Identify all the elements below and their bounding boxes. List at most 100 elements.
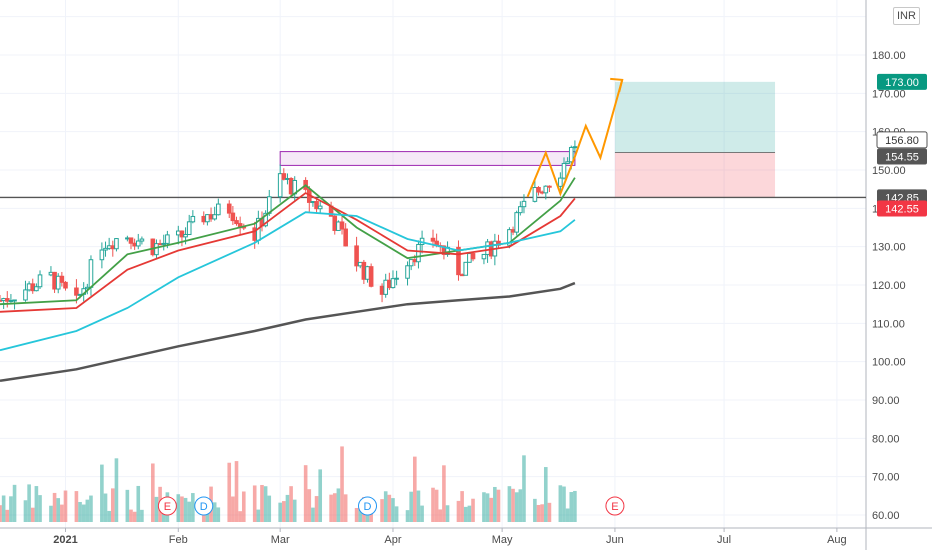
candle-body xyxy=(12,299,17,302)
candle-body xyxy=(481,253,487,260)
ma-line xyxy=(0,281,576,383)
volume-bar xyxy=(496,489,501,522)
volume-bar xyxy=(514,492,519,522)
volume-bar xyxy=(307,489,312,522)
volume-bar xyxy=(1,495,6,522)
volume-bar xyxy=(231,496,235,522)
candle-body xyxy=(467,253,472,263)
volume-bar xyxy=(27,484,31,522)
currency-label[interactable]: INR xyxy=(893,7,920,25)
drawings[interactable] xyxy=(0,81,866,199)
candle-body xyxy=(114,238,119,250)
volume-bar xyxy=(547,502,552,522)
price-tick-label: 150.00 xyxy=(872,165,906,177)
volume-bar xyxy=(332,493,337,522)
volume-bar xyxy=(38,495,42,522)
volume-bar xyxy=(354,507,359,522)
volume-bar xyxy=(416,490,421,522)
price-tag-box xyxy=(877,148,927,165)
volume-bar xyxy=(482,492,486,522)
candle-body xyxy=(561,162,567,179)
candle-body xyxy=(456,246,461,276)
price-tag-label: 154.55 xyxy=(885,152,919,164)
candle-body xyxy=(190,215,196,223)
time-tick-label: Feb xyxy=(169,534,188,546)
volume-bar xyxy=(460,491,464,522)
ma-line xyxy=(0,211,576,352)
event-marker-label: D xyxy=(200,501,208,513)
candle-body xyxy=(30,283,36,292)
volume-bar xyxy=(12,484,17,522)
candle-body xyxy=(88,259,94,288)
candle-body xyxy=(59,275,65,283)
price-axis[interactable]: 60.00 70.00 80.00 90.00 100.00 110.00 120.00 13… xyxy=(872,50,906,522)
volume-bar xyxy=(89,495,93,522)
candle-body xyxy=(343,228,348,247)
candle-body xyxy=(354,245,359,267)
volume-bar xyxy=(289,486,293,522)
candle-body xyxy=(23,289,28,301)
candle-body xyxy=(128,237,134,244)
volume-bar xyxy=(103,493,108,522)
volume-bar xyxy=(489,497,494,522)
volume-bar xyxy=(445,505,450,522)
projection-arrowhead xyxy=(610,77,624,93)
candle-body xyxy=(394,277,399,280)
candle-body xyxy=(568,146,574,163)
price-tick-label: 130.00 xyxy=(872,242,906,254)
volume-bar xyxy=(151,463,155,522)
volume-bar xyxy=(438,509,443,522)
time-tick-label: 2021 xyxy=(53,534,77,546)
event-marker[interactable] xyxy=(358,496,378,516)
volume-bar xyxy=(343,494,348,522)
candle-body xyxy=(201,215,207,223)
candle-body xyxy=(379,285,385,295)
volume-bar xyxy=(507,486,512,522)
volume-bar xyxy=(562,486,566,522)
price-tag-label: 156.80 xyxy=(885,135,919,147)
candle-body xyxy=(485,241,490,255)
volume-bar xyxy=(540,504,544,522)
volume-bar xyxy=(485,493,490,522)
time-tick-label: Aug xyxy=(827,534,847,546)
price-tick-label: 110.00 xyxy=(872,318,905,330)
price-tag-box xyxy=(876,131,928,149)
volume-bar xyxy=(391,498,395,522)
candle-body xyxy=(572,146,578,149)
volume-bar xyxy=(227,462,232,522)
candle-body xyxy=(521,200,527,208)
event-marker[interactable] xyxy=(605,496,625,516)
time-axis[interactable]: 2021 Feb Mar Apr May Jun Jul Aug xyxy=(53,528,847,546)
candle-body xyxy=(357,261,363,267)
candle-body xyxy=(37,274,43,288)
projection-line[interactable] xyxy=(526,79,624,198)
candle-body xyxy=(288,177,294,195)
candle-body xyxy=(470,253,476,260)
loss-zone[interactable] xyxy=(614,152,776,198)
volume-bar xyxy=(74,491,79,522)
volume-bar xyxy=(329,494,333,522)
volume-bar xyxy=(191,493,195,522)
volume-bar xyxy=(456,500,461,522)
volume-bar xyxy=(252,485,257,522)
event-marker[interactable] xyxy=(194,496,214,516)
volume-bar xyxy=(522,455,526,522)
currency-label-text: INR xyxy=(897,10,916,22)
candle-body xyxy=(186,221,192,236)
candle-body xyxy=(55,275,61,290)
candle-body xyxy=(103,247,108,251)
candle-body xyxy=(48,271,54,276)
candle-body xyxy=(125,237,130,240)
resistance-zone[interactable] xyxy=(279,151,576,166)
time-tick-label: Mar xyxy=(271,534,290,546)
candle-body xyxy=(63,281,68,289)
volume-bar xyxy=(267,495,272,522)
event-marker[interactable] xyxy=(157,496,177,516)
candle-body xyxy=(430,237,436,242)
profit-zone[interactable] xyxy=(614,81,776,153)
candle-body xyxy=(310,201,316,204)
projection-path[interactable] xyxy=(526,77,624,198)
